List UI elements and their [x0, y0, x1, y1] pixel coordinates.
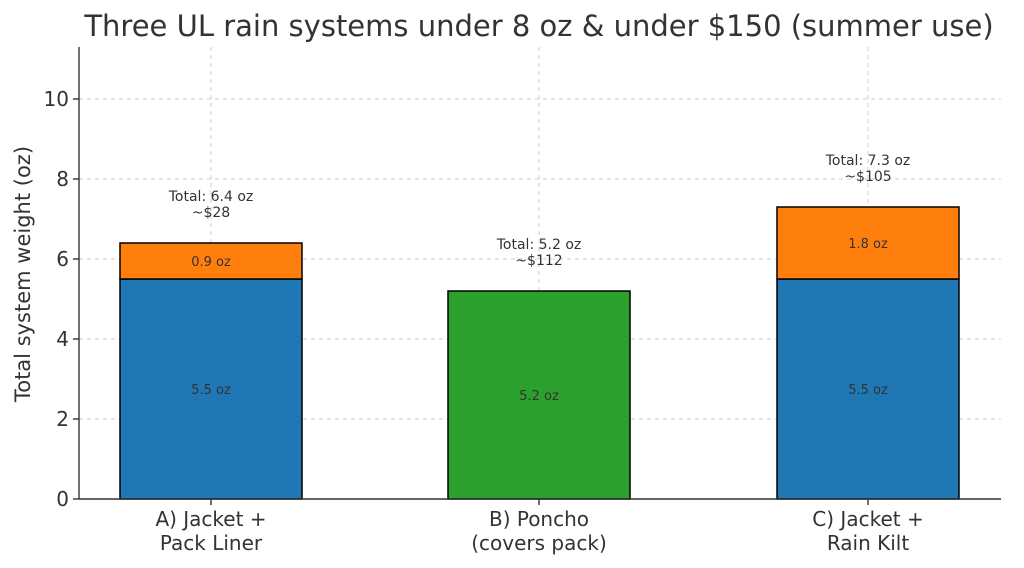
total-annotation: ~$105: [844, 169, 891, 185]
total-annotation: Total: 7.3 oz: [825, 153, 911, 169]
y-tick-label: 0: [56, 487, 69, 511]
x-tick-label: Rain Kilt: [827, 531, 910, 555]
bar-segment: [447, 290, 631, 500]
x-tick-label: A) Jacket +: [155, 507, 266, 531]
total-annotation: ~$28: [192, 205, 230, 221]
y-tick-label: 6: [56, 247, 69, 271]
bars-group: [119, 206, 960, 500]
total-annotation: ~$112: [515, 253, 562, 269]
bar-segment: [119, 242, 303, 280]
x-tick-label: Pack Liner: [160, 531, 263, 555]
total-annotation: Total: 6.4 oz: [168, 189, 254, 205]
axes-group: [73, 47, 1001, 505]
x-tick-label: B) Poncho: [489, 507, 589, 531]
y-tick-label: 4: [56, 327, 69, 351]
segment-value-label: 1.8 oz: [848, 237, 888, 252]
y-tick-label: 2: [56, 407, 69, 431]
x-tick-label: C) Jacket +: [812, 507, 923, 531]
total-annotation: Total: 5.2 oz: [496, 237, 582, 253]
segment-value-label: 5.2 oz: [519, 389, 559, 404]
segment-value-label: 0.9 oz: [191, 255, 231, 270]
chart-title: Three UL rain systems under 8 oz & under…: [83, 9, 993, 43]
y-tick-label: 10: [44, 87, 69, 111]
y-axis-label: Total system weight (oz): [11, 146, 35, 403]
segment-value-label: 5.5 oz: [848, 383, 888, 398]
bar-segment: [776, 206, 960, 280]
bar-segment: [776, 278, 960, 500]
y-tick-label: 8: [56, 167, 69, 191]
segment-value-label: 5.5 oz: [191, 383, 231, 398]
labels-group: 0 2 4 6 8 10 5.5 oz 0.9 oz Total: 6.4 oz~$28 A) J…: [44, 87, 924, 555]
x-tick-label: (covers pack): [471, 531, 607, 555]
